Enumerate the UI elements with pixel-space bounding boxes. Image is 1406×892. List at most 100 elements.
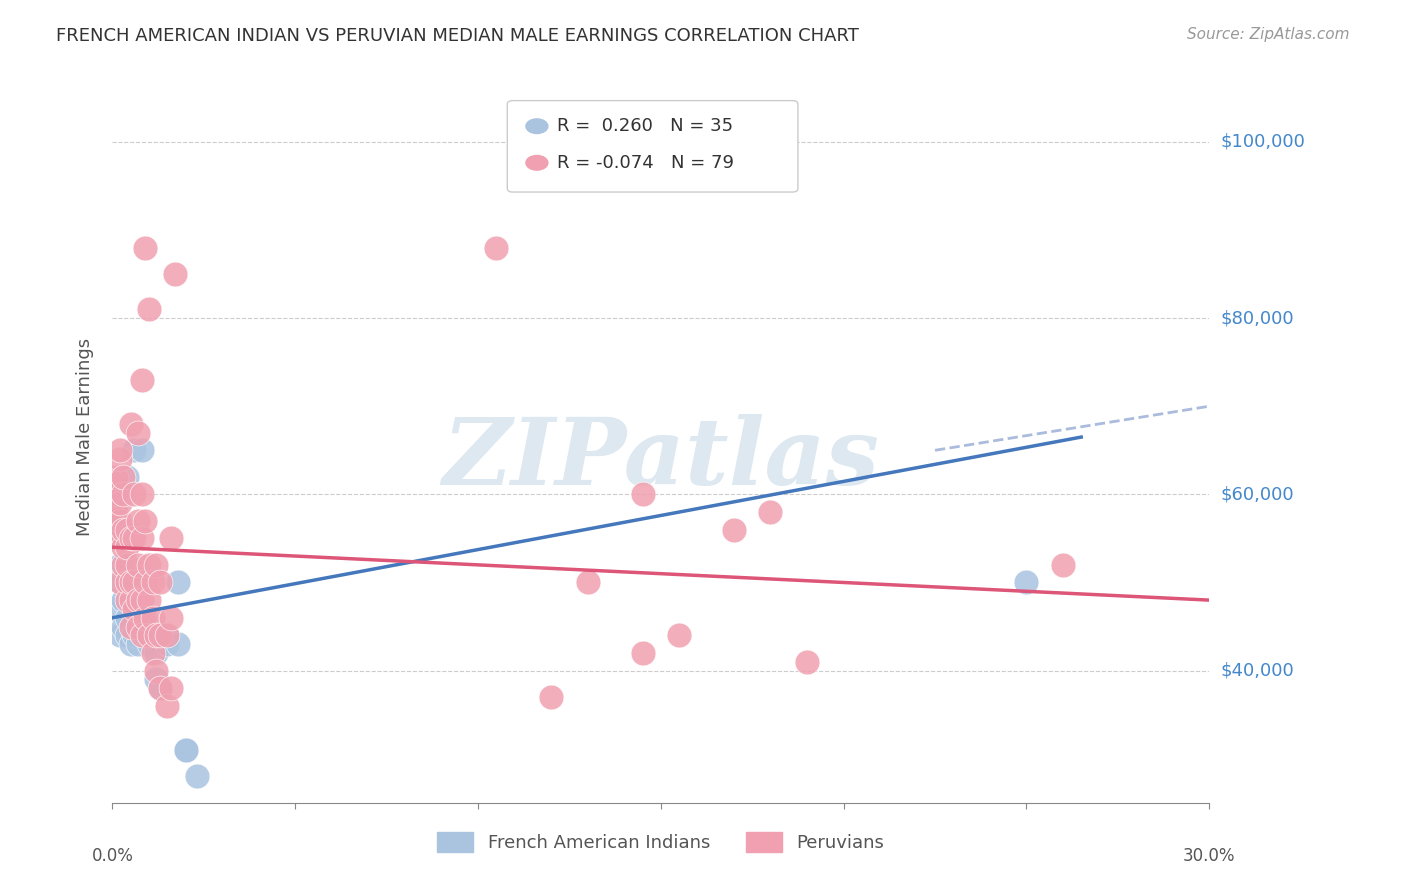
Point [186,769,208,783]
Point [576,575,599,590]
Point [138,558,160,572]
Point [131,532,153,546]
Point [108,496,131,510]
Point [112,558,135,572]
Point [138,302,160,317]
Point [112,487,135,501]
Point [115,540,138,554]
Point [145,646,167,660]
Text: $40,000: $40,000 [1220,662,1294,680]
Point [631,487,654,501]
Point [759,505,782,519]
Point [1052,558,1074,572]
Point [145,673,167,687]
Point [120,532,142,546]
Point [127,637,149,651]
Text: ZIPatlas: ZIPatlas [443,414,879,504]
Point [156,637,179,651]
Point [112,523,135,537]
Text: Source: ZipAtlas.com: Source: ZipAtlas.com [1187,27,1350,42]
Text: $60,000: $60,000 [1220,485,1294,503]
Point [112,619,135,633]
Point [142,575,165,590]
Point [105,532,128,546]
Point [127,514,149,528]
Point [156,698,179,713]
Point [149,575,172,590]
Point [723,523,745,537]
Point [131,443,153,458]
Text: 0.0%: 0.0% [91,847,134,864]
Point [145,558,167,572]
Point [105,478,128,492]
Point [796,655,818,669]
Point [124,628,146,642]
Point [131,593,153,607]
Point [120,575,142,590]
Point [131,487,153,501]
Point [120,593,142,607]
Point [115,611,138,625]
Point [112,469,135,483]
Point [115,575,138,590]
Point [115,593,138,607]
Point [127,558,149,572]
Point [131,373,153,387]
Point [134,514,156,528]
Point [127,619,149,633]
Point [124,487,146,501]
Point [108,575,131,590]
Point [138,593,160,607]
Point [131,611,153,625]
Circle shape [526,155,548,170]
Text: 30.0%: 30.0% [1182,847,1236,864]
Point [115,523,138,537]
Point [108,514,131,528]
Point [668,628,690,642]
Point [124,602,146,616]
Point [142,611,165,625]
Point [105,532,128,546]
Point [120,637,142,651]
Point [115,558,138,572]
Point [138,628,160,642]
Point [105,487,128,501]
Legend: French American Indians, Peruvians: French American Indians, Peruvians [430,824,891,860]
Point [138,637,160,651]
Point [160,681,183,696]
Point [108,628,131,642]
Point [105,514,128,528]
Point [631,646,654,660]
Point [167,575,190,590]
Point [134,575,156,590]
Point [124,532,146,546]
Point [131,628,153,642]
Point [105,469,128,483]
Point [145,628,167,642]
Point [167,637,190,651]
Point [134,611,156,625]
Point [124,575,146,590]
Point [105,487,128,501]
Point [115,469,138,483]
Point [108,575,131,590]
Point [105,602,128,616]
Point [142,646,165,660]
Point [174,743,197,757]
Point [160,611,183,625]
Point [134,628,156,642]
Point [105,505,128,519]
Point [174,743,197,757]
Text: R =  0.260   N = 35: R = 0.260 N = 35 [557,117,733,136]
Point [145,664,167,678]
Text: FRENCH AMERICAN INDIAN VS PERUVIAN MEDIAN MALE EARNINGS CORRELATION CHART: FRENCH AMERICAN INDIAN VS PERUVIAN MEDIA… [56,27,859,45]
Point [160,532,183,546]
Point [149,681,172,696]
Point [149,628,172,642]
Text: $100,000: $100,000 [1220,133,1305,151]
Point [686,144,709,158]
Point [127,425,149,440]
Point [108,452,131,467]
Text: R = -0.074   N = 79: R = -0.074 N = 79 [557,153,734,172]
Point [108,558,131,572]
